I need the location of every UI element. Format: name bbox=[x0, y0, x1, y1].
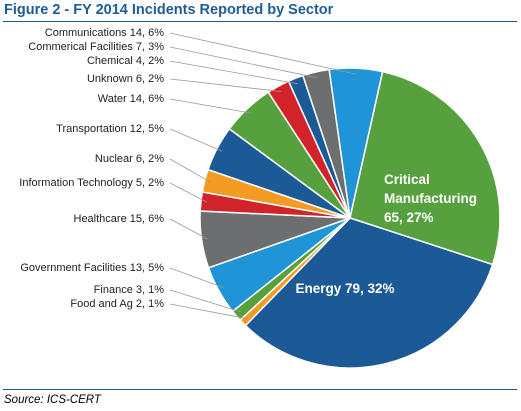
leader-line-healthcare bbox=[169, 218, 208, 240]
leader-line-finance bbox=[169, 289, 241, 313]
leader-line-information-technology bbox=[169, 182, 208, 203]
slice-label-food-and-ag: Food and Ag 2, 1% bbox=[70, 298, 164, 310]
slice-label-critical-manufacturing: 65, 27% bbox=[384, 210, 434, 225]
leader-line-communications bbox=[169, 32, 356, 75]
leader-line-water bbox=[169, 98, 252, 114]
slice-label-information-technology: Information Technology 5, 2% bbox=[19, 177, 164, 189]
slice-label-water: Water 14, 6% bbox=[98, 93, 164, 105]
leader-line-commerical-facilities bbox=[169, 46, 318, 79]
slice-label-unknown: Unknown 6, 2% bbox=[87, 73, 164, 85]
source-rule bbox=[3, 389, 517, 390]
slice-label-healthcare: Healthcare 15, 6% bbox=[74, 213, 165, 225]
leader-line-nuclear bbox=[169, 158, 211, 183]
leader-line-chemical bbox=[169, 60, 298, 85]
slice-label-energy: Energy 79, 32% bbox=[295, 281, 394, 296]
slice-label-transportation: Transportation 12, 5% bbox=[56, 123, 164, 135]
leader-line-transportation bbox=[169, 128, 223, 152]
slice-label-government-facilities: Government Facilities 13, 5% bbox=[20, 262, 164, 274]
title-rule bbox=[3, 21, 517, 22]
pie-slice-energy bbox=[244, 217, 494, 369]
pie-slice-commerical-facilities bbox=[301, 68, 351, 219]
pie-slice-critical-manufacturing bbox=[349, 70, 501, 266]
slice-label-critical-manufacturing: Manufacturing bbox=[384, 191, 477, 206]
slice-label-finance: Finance 3, 1% bbox=[94, 284, 165, 296]
source-note: Source: ICS-CERT bbox=[4, 394, 101, 406]
figure-title: Figure 2 - FY 2014 Incidents Reported by… bbox=[4, 2, 334, 18]
leader-line-food-and-ag bbox=[169, 303, 248, 320]
slice-label-critical-manufacturing: Critical bbox=[384, 172, 430, 187]
slice-label-commerical-facilities: Commerical Facilities 7, 3% bbox=[28, 41, 164, 53]
leader-line-government-facilities bbox=[169, 267, 225, 289]
leader-line-unknown bbox=[169, 78, 282, 92]
slice-label-nuclear: Nuclear 6, 2% bbox=[95, 153, 164, 165]
slice-label-chemical: Chemical 4, 2% bbox=[87, 55, 164, 67]
slice-label-communications: Communications 14, 6% bbox=[45, 27, 164, 39]
